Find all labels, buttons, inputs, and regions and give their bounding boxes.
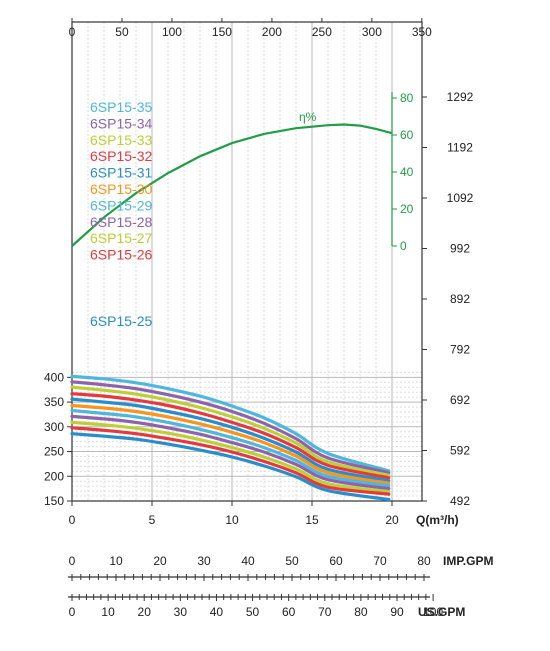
series-label-6sp15-33: 6SP15-33 <box>90 132 152 148</box>
right-tick-label: 1092 <box>447 191 474 205</box>
series-label-6sp15-27: 6SP15-27 <box>90 230 152 246</box>
us-gpm-tick-label: 10 <box>101 605 115 619</box>
us-gpm-tick-label: 20 <box>138 605 152 619</box>
efficiency-tick-label: 0 <box>400 239 407 253</box>
us-gpm-tick-label: 40 <box>210 605 224 619</box>
series-label-6sp15-26: 6SP15-26 <box>90 247 152 263</box>
series-line-6sp15-28 <box>70 414 391 491</box>
series-labels: 6SP15-356SP15-346SP15-336SP15-326SP15-31… <box>90 99 152 329</box>
y-tick-label: 200 <box>44 469 64 483</box>
us-gpm-tick-label: 100 <box>423 605 443 619</box>
flow-unit-scales: 0 10 20 30 40 50 60 70 80 0 10 20 30 40 50 60 70 80 90 100 <box>68 554 443 619</box>
plot-border <box>71 21 423 502</box>
efficiency-tick-label: 40 <box>400 165 414 179</box>
series-label-6sp15-31: 6SP15-31 <box>90 165 152 181</box>
top-tick-label: 0 <box>69 25 76 39</box>
us-gpm-tick-label: 30 <box>174 605 188 619</box>
us-gpm-tick-label: 0 <box>69 605 76 619</box>
x-tick-label: 15 <box>305 513 319 527</box>
imp-gpm-tick-label: 80 <box>417 554 431 568</box>
top-tick-label: 200 <box>262 25 282 39</box>
y-tick-label: 300 <box>44 420 64 434</box>
series-line-6sp15-26 <box>70 426 391 496</box>
x-tick-label: 0 <box>69 513 76 527</box>
efficiency-axis-label: η% <box>299 110 317 124</box>
y-tick-label: 150 <box>44 494 64 508</box>
efficiency-tick-label: 60 <box>400 128 414 142</box>
series-label-6sp15-25: 6SP15-25 <box>90 313 152 329</box>
imp-gpm-tick-label: 70 <box>373 554 387 568</box>
series-line-6sp15-30 <box>70 403 391 485</box>
efficiency-tick-label: 20 <box>400 202 414 216</box>
series-line-6sp15-31 <box>70 397 391 483</box>
series-label-6sp15-34: 6SP15-34 <box>90 115 152 131</box>
series-line-6sp15-34 <box>70 380 391 475</box>
right-tick-label: 1292 <box>447 90 474 104</box>
imp-gpm-tick-label: 30 <box>197 554 211 568</box>
right-tick-label: 692 <box>450 393 470 407</box>
imp-gpm-tick-label: 40 <box>241 554 255 568</box>
top-tick-label: 250 <box>312 25 332 39</box>
imp-gpm-tick-label: 50 <box>285 554 299 568</box>
right-tick-label: 792 <box>450 343 470 357</box>
top-tick-label: 300 <box>362 25 382 39</box>
series-group <box>70 374 391 502</box>
y-tick-label: 350 <box>44 395 64 409</box>
us-gpm-label: US.GPM <box>418 605 465 619</box>
series-line-6sp15-33 <box>70 385 391 477</box>
efficiency-tick-label: 80 <box>400 91 414 105</box>
series-line-6sp15-32 <box>70 392 391 480</box>
us-gpm-tick-label: 50 <box>246 605 260 619</box>
series-label-6sp15-29: 6SP15-29 <box>90 197 152 213</box>
right-tick-label: 892 <box>450 292 470 306</box>
imp-gpm-tick-label: 20 <box>153 554 167 568</box>
us-gpm-tick-label: 80 <box>354 605 368 619</box>
right-tick-label: 492 <box>450 494 470 508</box>
imp-gpm-tick-label: 10 <box>109 554 123 568</box>
series-line-6sp15-27 <box>70 420 391 494</box>
top-tick-label: 350 <box>412 25 432 39</box>
right-tick-label: 1192 <box>447 141 473 155</box>
series-label-6sp15-30: 6SP15-30 <box>90 181 152 197</box>
us-gpm-tick-label: 70 <box>318 605 332 619</box>
x-tick-label: 10 <box>225 513 239 527</box>
top-tick-label: 150 <box>212 25 232 39</box>
plot-frame <box>71 21 423 502</box>
series-line-6sp15-35 <box>70 374 391 473</box>
y-tick-label: 250 <box>44 445 64 459</box>
efficiency-curve <box>71 123 393 247</box>
x-axis-label: Q(m³/h) <box>416 513 459 527</box>
x-tick-label: 5 <box>149 513 156 527</box>
top-tick-label: 50 <box>115 25 129 39</box>
y-tick-label: 400 <box>44 370 64 384</box>
us-gpm-tick-label: 60 <box>282 605 296 619</box>
imp-gpm-tick-label: 0 <box>69 554 76 568</box>
imp-gpm-tick-label: 60 <box>329 554 343 568</box>
right-tick-label: 592 <box>450 444 470 458</box>
us-gpm-tick-label: 90 <box>390 605 404 619</box>
series-line-6sp15-25 <box>70 432 391 502</box>
imp-gpm-label: IMP.GPM <box>443 554 493 568</box>
series-label-6sp15-35: 6SP15-35 <box>90 99 152 115</box>
x-tick-label: 20 <box>385 513 399 527</box>
top-tick-label: 100 <box>162 25 182 39</box>
series-label-6sp15-32: 6SP15-32 <box>90 148 152 164</box>
efficiency-group: 0 20 40 60 80 <box>71 91 414 253</box>
series-line-6sp15-29 <box>70 408 391 488</box>
right-tick-label: 992 <box>450 242 470 256</box>
series-label-6sp15-28: 6SP15-28 <box>90 214 152 230</box>
